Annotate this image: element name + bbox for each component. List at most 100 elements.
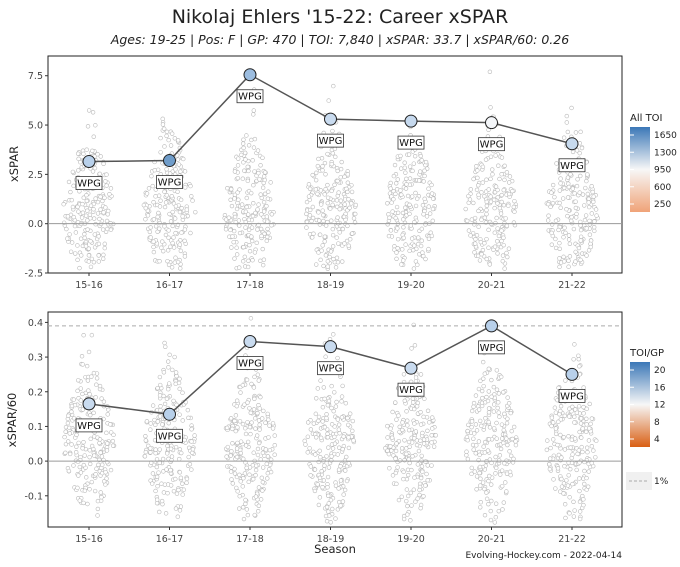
background-dot <box>426 204 431 209</box>
background-dot <box>465 456 471 462</box>
background-dot <box>476 253 481 259</box>
background-dot <box>430 206 436 212</box>
background-dot <box>166 228 171 233</box>
background-dot <box>481 444 486 449</box>
background-dot <box>477 464 483 470</box>
background-dot <box>495 226 500 231</box>
background-dot <box>321 212 326 218</box>
background-dot <box>166 387 171 392</box>
background-dot <box>399 494 404 499</box>
background-dot <box>484 490 489 495</box>
background-dot <box>157 226 162 231</box>
background-dot <box>351 438 356 443</box>
background-dot <box>329 188 334 194</box>
background-dot <box>578 416 584 421</box>
background-dot <box>340 259 345 264</box>
team-label: WPG <box>399 138 423 149</box>
background-dot <box>325 200 330 206</box>
background-dot <box>322 192 327 197</box>
background-dot <box>401 469 406 475</box>
background-dot <box>244 204 249 210</box>
team-label-box <box>397 382 425 397</box>
x-tick-label: 15-16 <box>75 534 103 545</box>
background-dot <box>587 222 593 227</box>
background-dot <box>393 456 398 461</box>
background-dot <box>588 244 593 250</box>
background-dot <box>489 482 494 487</box>
background-dot <box>150 183 155 189</box>
background-dot <box>401 516 407 522</box>
background-dot <box>317 218 322 223</box>
background-dot <box>319 468 324 474</box>
background-dot <box>98 207 103 212</box>
background-dot <box>399 192 404 197</box>
background-dot <box>90 169 96 174</box>
background-dot <box>507 174 513 179</box>
background-dot <box>418 438 423 443</box>
background-dot <box>163 344 168 349</box>
y-tick-label: 7.5 <box>28 71 43 82</box>
background-dot <box>345 172 350 177</box>
background-dot <box>330 202 335 208</box>
background-dot <box>75 388 80 394</box>
background-dot <box>407 444 412 449</box>
background-dot <box>506 246 512 251</box>
background-dot <box>578 238 583 243</box>
background-dot <box>82 235 87 241</box>
legend-label: 20 <box>654 366 666 376</box>
background-dot <box>486 227 491 233</box>
background-dot <box>338 198 344 203</box>
background-dot <box>573 199 578 204</box>
background-dot <box>550 420 556 425</box>
background-dot <box>170 367 175 373</box>
background-dot <box>173 444 179 450</box>
background-dot <box>161 490 167 495</box>
background-dot <box>486 389 491 394</box>
player-point <box>243 334 257 348</box>
background-dot <box>240 141 246 146</box>
background-dot <box>478 476 483 481</box>
background-dot <box>405 193 411 199</box>
background-dot <box>562 225 567 230</box>
background-dot <box>415 262 420 268</box>
background-dot <box>419 238 424 243</box>
background-dot <box>178 475 184 481</box>
background-dot <box>563 378 568 383</box>
background-dot <box>556 385 561 391</box>
background-dot <box>426 186 431 191</box>
background-dot <box>248 410 253 416</box>
background-dot <box>168 483 174 488</box>
background-dot <box>257 422 262 427</box>
background-dot <box>387 215 392 220</box>
team-label-box <box>75 418 103 433</box>
background-dot <box>153 224 159 229</box>
background-dot <box>81 195 86 200</box>
background-dot <box>332 434 337 440</box>
background-dot <box>110 443 116 448</box>
background-dot <box>330 232 336 238</box>
background-dot <box>268 180 273 185</box>
background-dot <box>474 428 480 433</box>
background-dot <box>407 176 413 181</box>
background-dot <box>484 199 489 205</box>
background-dot <box>169 131 175 136</box>
background-dot <box>162 401 168 407</box>
background-dot <box>238 439 244 444</box>
background-dot <box>87 454 92 460</box>
background-dot <box>503 480 508 485</box>
y-ticks-xspar60: -0.10.00.10.20.30.4 <box>24 318 48 502</box>
background-dot <box>422 196 427 202</box>
background-dot <box>75 204 80 210</box>
background-dot <box>561 235 566 240</box>
background-dot <box>95 498 101 504</box>
background-dot <box>251 182 256 188</box>
background-dot <box>466 228 472 233</box>
background-dot <box>415 462 421 467</box>
background-dot <box>477 418 483 424</box>
background-dot <box>262 231 267 237</box>
background-dot <box>175 138 181 143</box>
background-dot <box>325 474 331 480</box>
background-dot <box>307 446 312 451</box>
background-dot <box>401 235 406 241</box>
background-dot <box>502 411 507 417</box>
